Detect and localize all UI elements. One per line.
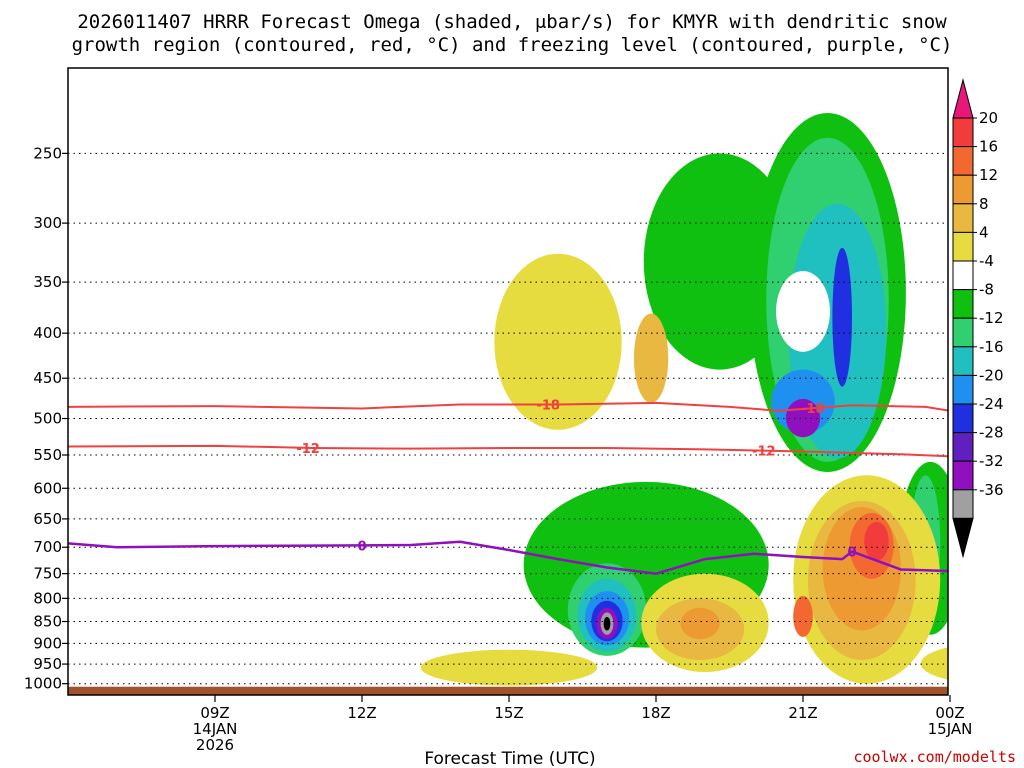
y-tick-label-550: 550: [33, 446, 62, 464]
temperature-contours: -18 -18 -12 -12 0 0: [68, 399, 948, 575]
omega-colorbar: 20 16 12 8 4 -4 -8 -12 -16 -20 -24 -28 -32 -36: [952, 78, 1004, 559]
colorbar-label-4: 4: [979, 223, 989, 241]
y-tick-label-450: 450: [33, 369, 62, 387]
colorbar-segment-6: [952, 260, 974, 291]
y-tick-label-500: 500: [33, 410, 62, 428]
temp-contour-m12-label-1: -12: [752, 445, 776, 460]
x-axis-title: Forecast Time (UTC): [424, 749, 595, 768]
x-tick-label-21-0: 21Z: [788, 704, 817, 722]
colorbar-segment-10: [952, 374, 974, 405]
colorbar-segment-11: [952, 403, 974, 434]
colorbar-segment-1: [952, 117, 974, 148]
omega-region-28: [864, 521, 889, 561]
colorbar-label-1: 16: [979, 138, 998, 156]
colorbar-label-12: -32: [979, 452, 1004, 470]
colorbar-segment-9: [952, 346, 974, 376]
x-tick-label-9-1: 14JAN: [193, 720, 238, 738]
y-tick-label-600: 600: [33, 479, 62, 497]
pressure-gridlines: [68, 152, 948, 685]
freezing-level-contour-label-0: 0: [357, 539, 366, 554]
colorbar-segment-8: [952, 317, 974, 348]
colorbar-segment-12: [952, 432, 974, 462]
colorbar-label-13: -36: [979, 481, 1004, 499]
x-tick-label-9-2: 2026: [196, 736, 234, 754]
colorbar-label-5: -4: [979, 252, 994, 270]
x-tick-label-24-0: 00Z: [935, 704, 964, 722]
omega-region-23: [680, 607, 720, 640]
chart-title-line-2: growth region (contoured, red, °C) and f…: [72, 34, 953, 56]
colorbar-label-2: 12: [979, 166, 998, 184]
colorbar-top-arrow: [952, 78, 974, 119]
pressure-axis: 250 300 350 400 450 500 550 600 650 700 750 800 850 9…: [24, 144, 68, 693]
credit-text: coolwx.com/modelts: [853, 748, 1016, 766]
colorbar-segment-13: [952, 460, 974, 491]
colorbar-bottom-arrow: [952, 517, 974, 559]
temp-contour-m12-line: [68, 444, 948, 458]
colorbar-label-7: -12: [979, 309, 1004, 327]
chart-title-line-1: 2026011407 HRRR Forecast Omega (shaded, …: [77, 11, 947, 33]
omega-shaded-fields: [420, 113, 1024, 686]
ground-strip: [68, 686, 948, 695]
omega-region-29: [793, 595, 813, 637]
omega-region-31: [920, 647, 948, 680]
x-tick-label-18-0: 18Z: [641, 704, 670, 722]
plot-frame: [67, 67, 949, 696]
y-tick-label-650: 650: [33, 510, 62, 528]
temp-contour-m18-line: [68, 401, 948, 412]
y-tick-label-950: 950: [33, 655, 62, 673]
omega-region-30: [420, 649, 598, 686]
temp-contour-m12-label-0: -12: [296, 442, 320, 457]
omega-region-18: [494, 253, 622, 430]
temp-contour-m18-label-0: -18: [536, 399, 560, 414]
y-tick-label-800: 800: [33, 589, 62, 607]
y-tick-label-300: 300: [33, 214, 62, 232]
y-tick-label-350: 350: [33, 273, 62, 291]
colorbar-label-8: -16: [979, 338, 1004, 356]
colorbar-label-3: 8: [979, 195, 989, 213]
y-tick-label-400: 400: [33, 324, 62, 342]
omega-region-7: [776, 270, 830, 352]
colorbar-label-10: -24: [979, 395, 1004, 413]
y-tick-label-850: 850: [33, 613, 62, 631]
y-tick-label-700: 700: [33, 538, 62, 556]
omega-region-5: [832, 247, 852, 387]
colorbar-segment-4: [952, 203, 974, 233]
colorbar-segment-7: [952, 289, 974, 319]
ground-surface: [68, 686, 948, 695]
freezing-level-contour-line: [68, 540, 948, 575]
omega-region-32: [965, 652, 1024, 672]
y-tick-label-250: 250: [33, 144, 62, 162]
colorbar-label-0: 20: [979, 109, 998, 127]
x-tick-label-9-0: 09Z: [200, 704, 229, 722]
y-tick-label-900: 900: [33, 634, 62, 652]
y-tick-label-1000: 1000: [24, 675, 62, 693]
x-tick-label-24-1: 15JAN: [928, 720, 973, 738]
x-tick-label-15-0: 15Z: [494, 704, 523, 722]
colorbar-segment-5: [952, 231, 974, 262]
omega-region-19: [633, 313, 669, 403]
freezing-level-contour-label-1: 0: [847, 546, 856, 561]
temp-contour-m18-label-1: -18: [801, 402, 825, 417]
x-tick-label-12-0: 12Z: [347, 704, 376, 722]
colorbar-label-9: -20: [979, 366, 1004, 384]
colorbar-label-6: -8: [979, 281, 994, 299]
y-tick-label-750: 750: [33, 565, 62, 583]
colorbar-segment-14: [952, 489, 974, 519]
omega-region-15: [603, 616, 611, 631]
colorbar-segment-2: [952, 146, 974, 176]
colorbar-label-11: -28: [979, 424, 1004, 442]
colorbar-segment-3: [952, 174, 974, 205]
